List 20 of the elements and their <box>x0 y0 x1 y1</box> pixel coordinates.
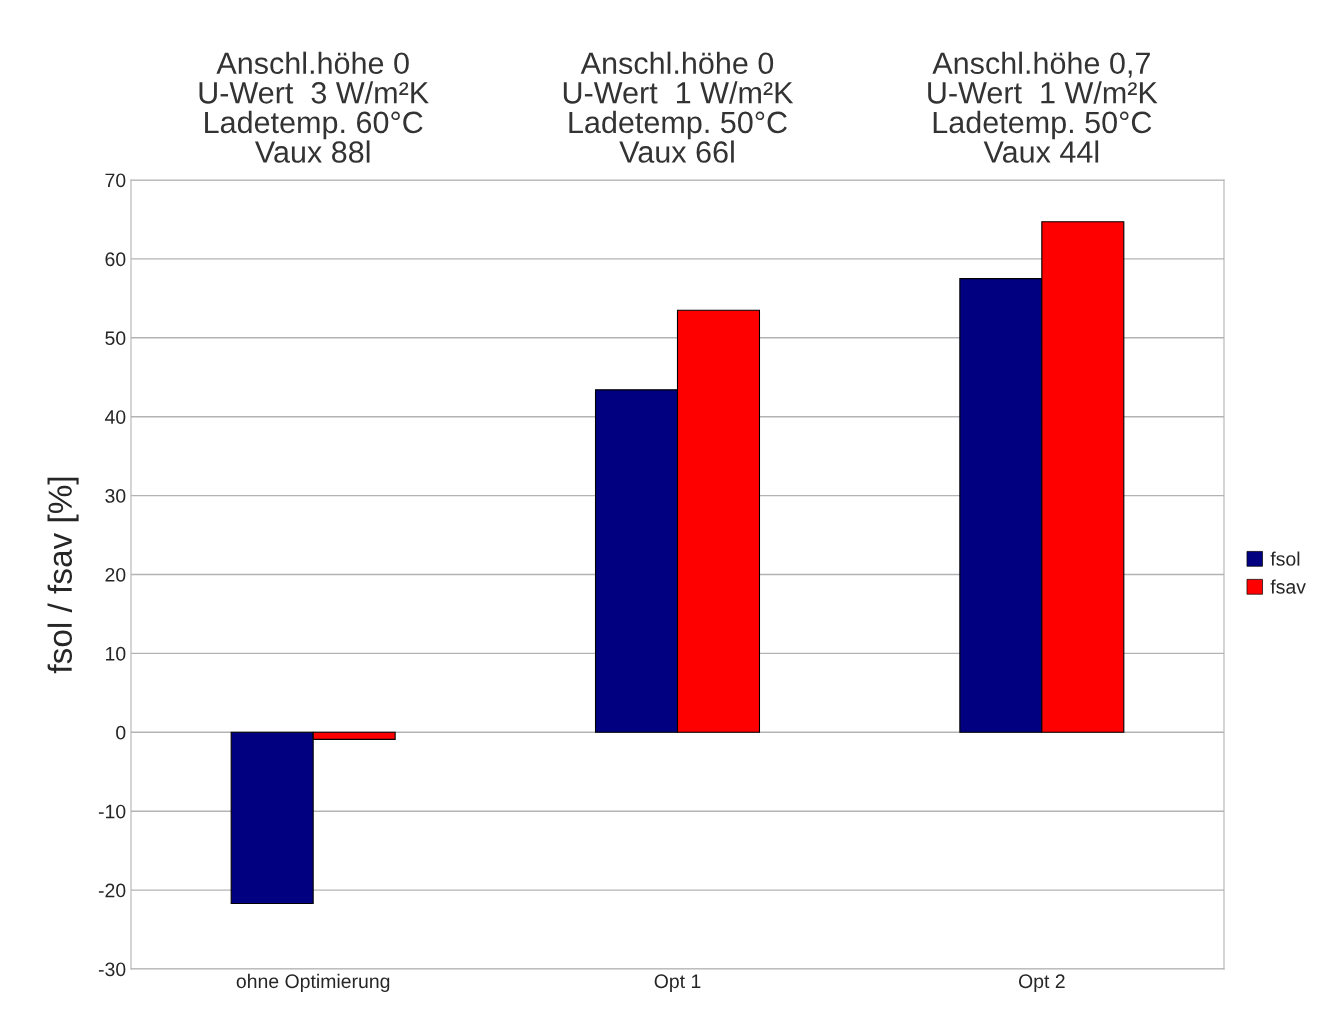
legend-label: fsav <box>1270 579 1306 594</box>
y-tick-label: 0 <box>116 725 126 740</box>
y-tick-label: -30 <box>98 962 126 977</box>
x-tick-label: ohne Optimierung <box>236 973 390 992</box>
x-tick-label: Opt 2 <box>1018 974 1065 992</box>
y-tick-label: 10 <box>106 646 126 661</box>
y-tick-label: -10 <box>98 804 126 819</box>
y-axis-title: fsol / fsav [%] <box>47 477 79 674</box>
y-tick-label: 30 <box>105 489 126 503</box>
x-tick-label: Opt 1 <box>654 974 701 992</box>
y-tick-label: 50 <box>105 331 126 346</box>
y-tick-label: 70 <box>105 173 126 188</box>
text: Anschl.höhe 0 U-Wert 1 W/m²K Ladetemp. 50°C Vaux 66l <box>563 51 794 163</box>
legend-label: fsol <box>1270 551 1300 566</box>
y-tick-label: -20 <box>98 883 126 898</box>
y-tick-label: 60 <box>105 252 126 267</box>
y-tick-label: 40 <box>104 410 126 424</box>
text: Anschl.höhe 0 U-Wert 3 W/m²K Ladetemp. 60°C Vaux 88l <box>199 51 429 163</box>
text: Anschl.höhe 0,7 U-Wert 1 W/m²K Ladetemp. 50°C Vaux 44l <box>928 51 1158 163</box>
y-tick-label: 20 <box>105 567 126 582</box>
